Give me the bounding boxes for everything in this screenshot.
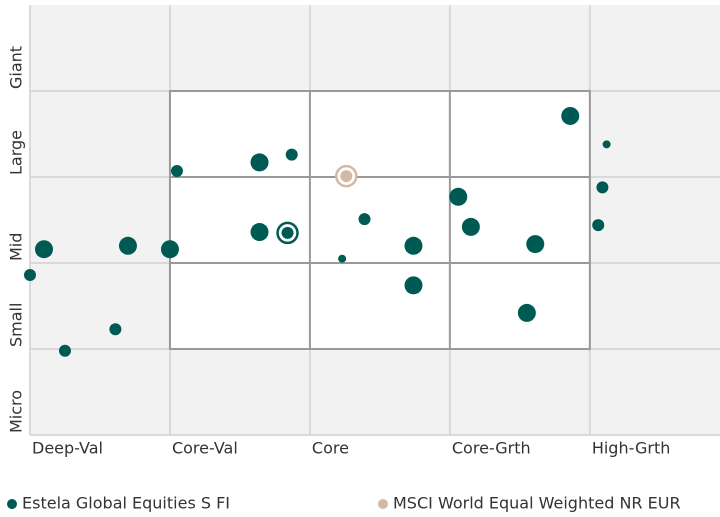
y-tick-label: Mid [7,233,26,261]
x-tick-label: Core-Val [172,439,238,458]
point [250,153,269,172]
point [58,344,71,357]
point [358,213,371,226]
y-tick-label: Small [7,303,26,347]
point [160,240,179,259]
point [461,217,480,236]
legend-label: Estela Global Equities S FI [22,494,230,513]
point [592,219,605,232]
point [449,187,468,206]
x-tick-label: Core-Grth [452,439,531,458]
legend-swatch [7,499,17,509]
point [109,323,122,336]
point [404,236,423,255]
legend-label: MSCI World Equal Weighted NR EUR [393,494,681,513]
point [285,148,298,161]
point [517,303,536,322]
x-tick-label: Core [312,439,349,458]
y-tick-label: Giant [7,46,26,89]
centroid-dot [340,170,353,183]
point [526,235,545,254]
centroid-dot [281,226,294,239]
point [602,140,611,149]
point [24,269,36,282]
point [34,240,53,259]
legend-swatch [378,499,388,509]
point [250,223,269,242]
x-tick-label: High-Grth [592,439,671,458]
point [596,181,609,194]
x-tick-label: Deep-Val [32,439,103,458]
point [170,164,183,177]
point [561,106,580,125]
point [404,276,423,295]
y-tick-label: Micro [7,390,26,433]
point [338,254,347,263]
point [118,236,137,255]
y-tick-label: Large [7,130,26,175]
style-box [168,90,591,350]
